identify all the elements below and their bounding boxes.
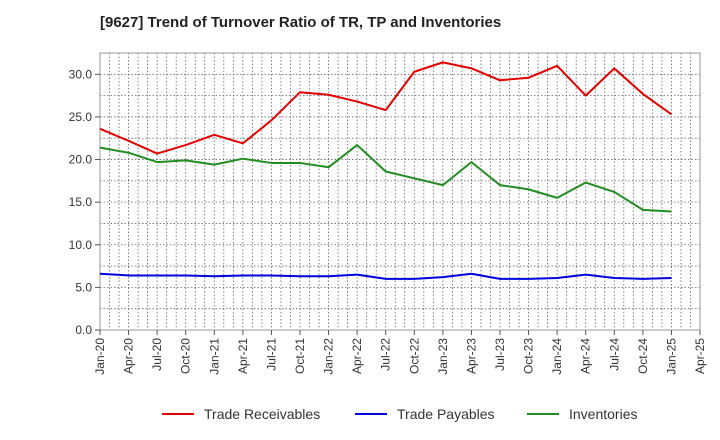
x-tick-label: Apr-25 (693, 338, 707, 374)
x-tick-label: Jul-24 (607, 338, 621, 371)
x-tick-label: Jul-22 (379, 338, 393, 371)
x-tick-label: Oct-20 (179, 338, 193, 374)
x-tick-label: Jan-24 (550, 338, 564, 375)
series-lines (99, 61, 673, 280)
series-line-trade-payables (99, 272, 672, 280)
x-tick-label: Jul-20 (150, 338, 164, 371)
chart-title: [9627] Trend of Turnover Ratio of TR, TP… (100, 14, 502, 31)
x-tick-label: Apr-22 (350, 338, 364, 374)
x-tick-label: Jan-23 (436, 338, 450, 375)
x-tick-label: Oct-24 (636, 338, 650, 374)
x-tick-label: Apr-21 (236, 338, 250, 374)
x-tick-label: Oct-23 (522, 338, 536, 374)
y-tick-label: 20.0 (69, 153, 93, 167)
x-tick-label: Jan-25 (664, 338, 678, 375)
y-tick-label: 30.0 (69, 67, 93, 81)
y-axis: 0.0 5.0 10.0 15.0 20.0 25.0 30.0 (69, 67, 100, 337)
x-tick-label: Jan-22 (322, 338, 336, 375)
x-tick-label: Apr-24 (579, 338, 593, 374)
x-tick-label: Apr-20 (122, 338, 136, 374)
series-line-trade-receivables (99, 61, 673, 155)
x-tick-label: Jan-20 (93, 338, 107, 375)
x-tick-label: Oct-21 (293, 338, 307, 374)
y-tick-label: 25.0 (69, 110, 93, 124)
y-tick-label: 0.0 (75, 323, 92, 337)
y-tick-label: 10.0 (69, 238, 93, 252)
y-tick-label: 15.0 (69, 195, 93, 209)
x-tick-label: Jul-23 (493, 338, 507, 371)
x-tick-label: Oct-22 (407, 338, 421, 374)
plot-area (99, 52, 701, 331)
legend-label: Trade Receivables (204, 406, 320, 422)
legend-label: Trade Payables (397, 406, 495, 422)
legend: Trade Receivables Trade Payables Inventori… (162, 406, 637, 422)
x-tick-label: Jan-21 (207, 338, 221, 375)
legend-label: Inventories (569, 406, 637, 422)
x-axis: Jan-20 Apr-20 Jul-20 Oct-20 Jan-21 Apr-21 Jul-… (93, 330, 707, 375)
x-tick-label: Apr-23 (464, 338, 478, 374)
series-line-inventories (99, 144, 672, 213)
x-tick-label: Jul-21 (264, 338, 278, 371)
y-tick-label: 5.0 (75, 280, 92, 294)
